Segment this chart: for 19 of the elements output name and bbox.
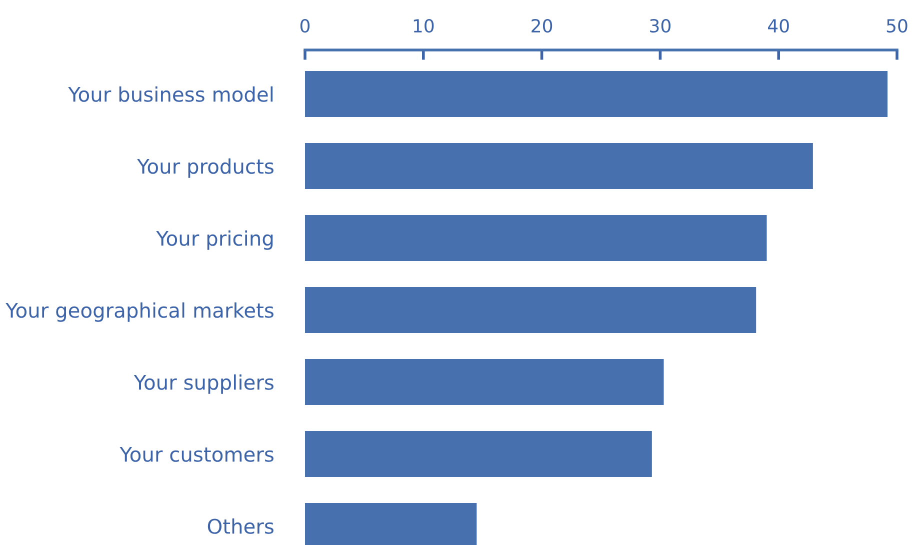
bar	[305, 70, 888, 118]
bar	[305, 430, 652, 478]
x-tick-label: 10	[414, 18, 434, 33]
y-tick-label: Your suppliers	[134, 374, 274, 394]
x-tick-label: 30	[650, 18, 670, 33]
x-tick-label: 40	[768, 18, 789, 33]
bar	[305, 214, 767, 262]
y-tick-label: Others	[208, 518, 274, 534]
y-tick-label: Your business model	[68, 86, 273, 102]
x-tick-label: 0	[300, 18, 310, 33]
y-tick-label: Your products	[137, 158, 274, 178]
bar	[305, 358, 664, 406]
y-tick-label: Your customers	[120, 446, 274, 462]
y-tick-label: Your geographical markets	[6, 302, 274, 322]
x-tick-label: 50	[886, 18, 908, 33]
bar	[305, 286, 756, 334]
x-tick-label: 20	[532, 18, 552, 33]
bar	[305, 142, 813, 190]
y-tick-label: Your pricing	[156, 230, 273, 250]
